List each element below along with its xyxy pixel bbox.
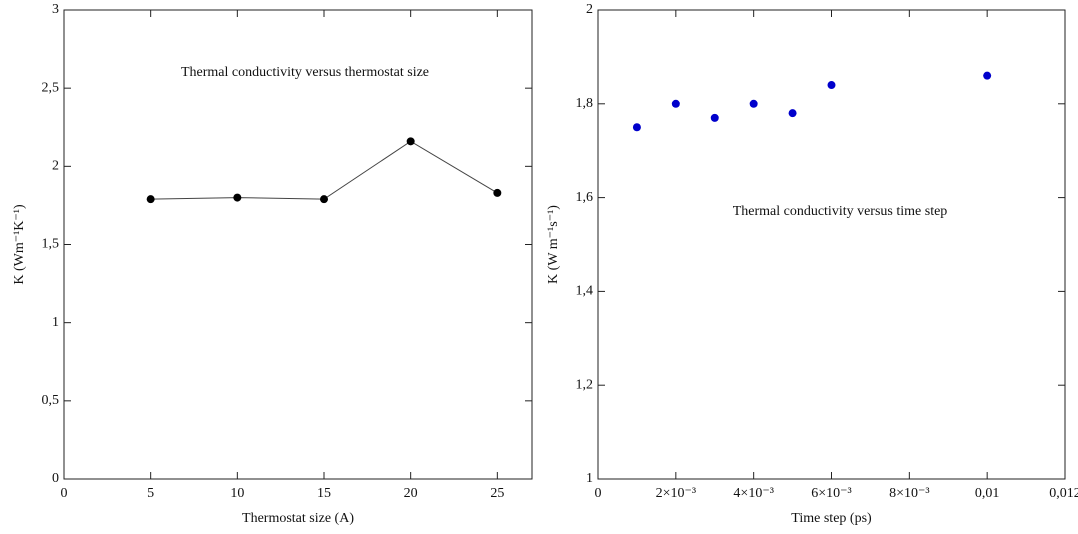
data-point (827, 81, 836, 90)
x-tick-label: 0 (595, 486, 602, 501)
data-point (632, 123, 641, 132)
x-tick-label: 25 (490, 486, 504, 501)
data-point (406, 137, 415, 146)
x-tick-label: 0,012 (1049, 486, 1078, 501)
data-point (983, 71, 992, 80)
y-tick-label: 1,6 (576, 190, 594, 205)
x-tick-label: 8×10⁻³ (889, 486, 929, 501)
y-tick-label: 3 (52, 2, 59, 17)
data-line (150, 140, 498, 200)
data-point (749, 99, 758, 108)
y-tick-label: 2 (586, 2, 593, 17)
y-tick-label: 1,2 (576, 377, 594, 392)
x-tick-label: 0,01 (975, 486, 1000, 501)
data-point (146, 195, 155, 204)
y-tick-label: 0 (52, 471, 59, 486)
data-point (320, 195, 328, 204)
data-point (493, 188, 502, 197)
plot-frame (597, 9, 1066, 480)
data-point (233, 193, 242, 202)
y-axis-label: K (Wm⁻¹K⁻¹) (12, 204, 27, 285)
y-axis-label: K (W m⁻¹s⁻¹) (546, 205, 561, 284)
data-point (710, 113, 719, 122)
y-tick-label: 1 (586, 471, 593, 486)
x-tick-label: 10 (230, 486, 244, 501)
y-tick-label: 0,5 (42, 393, 60, 408)
x-tick-label: 5 (147, 486, 154, 501)
plot-frame (63, 9, 533, 480)
data-point (671, 99, 680, 108)
x-tick-label: 4×10⁻³ (733, 486, 773, 501)
y-tick-label: 1 (52, 315, 59, 330)
x-tick-label: 6×10⁻³ (811, 486, 851, 501)
annotation: Thermal conductivity versus thermostat s… (181, 65, 429, 80)
y-tick-label: 1,8 (576, 96, 594, 111)
y-tick-label: 1,4 (576, 284, 594, 299)
y-tick-label: 2,5 (42, 80, 60, 95)
x-tick-label: 2×10⁻³ (656, 486, 696, 501)
annotation: Thermal conductivity versus time step (733, 204, 948, 219)
x-tick-label: 0 (61, 486, 68, 501)
x-axis-label: Thermostat size (A) (242, 511, 354, 526)
data-point (788, 109, 797, 118)
x-tick-label: 15 (317, 486, 331, 501)
y-tick-label: 1,5 (42, 237, 60, 252)
x-axis-label: Time step (ps) (791, 511, 872, 526)
y-tick-label: 2 (52, 159, 59, 174)
x-tick-label: 20 (404, 486, 418, 501)
